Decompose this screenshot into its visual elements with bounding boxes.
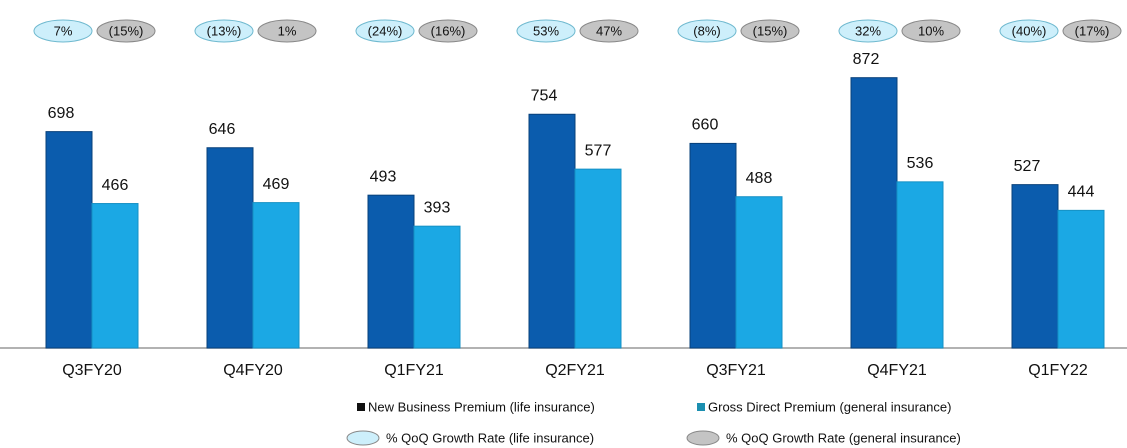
data-label: 660 [692,117,719,134]
growth-label: 47% [596,23,622,38]
legend-label: % QoQ Growth Rate (life insurance) [386,430,594,445]
growth-label: 10% [918,23,944,38]
growth-oval [838,19,898,43]
legend-swatch [357,403,365,411]
x-tick-label: Q3FY20 [62,362,122,379]
growth-oval [901,19,961,43]
growth-label: 32% [855,23,881,38]
data-label: 872 [853,51,880,68]
bar [574,168,622,349]
data-label: 577 [585,142,612,159]
legend-label: Gross Direct Premium (general insurance) [708,399,951,414]
data-label: 698 [48,105,75,122]
bar [896,181,944,349]
x-tick-label: Q4FY20 [223,362,283,379]
legend-oval [346,430,380,446]
bar [528,113,576,349]
x-tick-label: Q4FY21 [867,362,927,379]
growth-label: (8%) [693,23,720,38]
growth-label: (24%) [368,23,403,38]
growth-label: (13%) [207,23,242,38]
data-label: 646 [209,121,236,138]
bar [91,203,139,349]
growth-oval [740,19,800,43]
data-label: 527 [1014,158,1041,175]
growth-label: 1% [278,23,297,38]
growth-label: 53% [533,23,559,38]
x-tick-label: Q1FY22 [1028,362,1088,379]
bar [850,77,898,349]
data-label: 536 [907,155,934,172]
growth-label: (16%) [431,23,466,38]
growth-label: (17%) [1075,23,1110,38]
data-label: 393 [424,199,451,216]
growth-oval [194,19,254,43]
bar [206,147,254,349]
x-tick-label: Q1FY21 [384,362,444,379]
bar [45,131,93,349]
growth-oval [999,19,1059,43]
data-label: 488 [746,170,773,187]
legend-oval [686,430,720,446]
growth-oval [355,19,415,43]
bar [1057,209,1105,349]
bar [735,196,783,349]
growth-label: (15%) [753,23,788,38]
bar [252,202,300,349]
data-label: 754 [531,87,558,104]
growth-label: 7% [54,23,73,38]
data-label: 466 [102,177,129,194]
data-label: 469 [263,176,290,193]
growth-label: (40%) [1012,23,1047,38]
x-tick-label: Q3FY21 [706,362,766,379]
bar [1011,184,1059,349]
growth-oval [677,19,737,43]
growth-oval [33,19,93,43]
legend-label: New Business Premium (life insurance) [368,399,595,414]
growth-oval [1062,19,1122,43]
bar [413,225,461,349]
legend-label: % QoQ Growth Rate (general insurance) [726,430,961,445]
growth-oval [418,19,478,43]
bar [689,142,737,349]
data-label: 444 [1068,184,1095,201]
bar [367,194,415,349]
growth-oval [579,19,639,43]
legend-swatch [697,403,705,411]
growth-oval [516,19,576,43]
x-tick-label: Q2FY21 [545,362,605,379]
growth-oval [96,19,156,43]
growth-label: (15%) [109,23,144,38]
growth-oval [257,19,317,43]
data-label: 493 [370,168,397,185]
